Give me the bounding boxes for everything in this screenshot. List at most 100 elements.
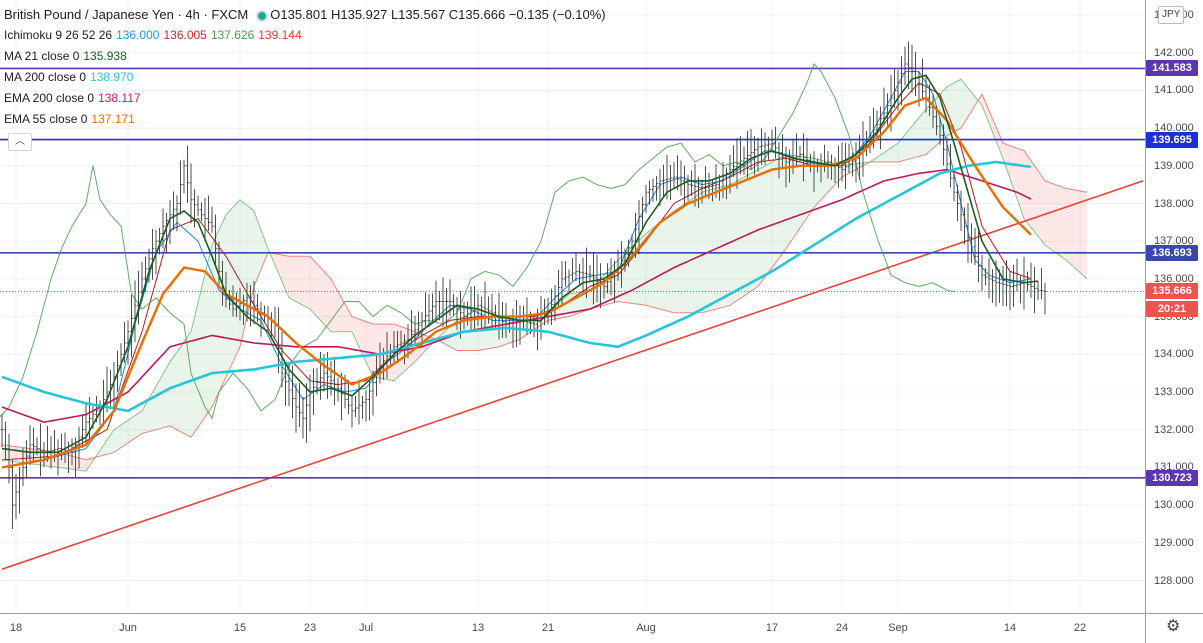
indicator-row[interactable]: Ichimoku 9 26 52 26 136.000 136.005 137.626… [4, 25, 610, 46]
ema55-line [1, 96, 1032, 469]
price-bar [697, 176, 700, 209]
moving-averages [1, 74, 1039, 469]
price-bar [137, 270, 140, 325]
price-bar [973, 228, 977, 265]
price-bar [368, 380, 371, 421]
price-tick-label: 136.000 [1154, 272, 1194, 285]
currency-button[interactable]: JPY [1158, 6, 1185, 24]
price-bar [886, 93, 889, 126]
time-tick-label: Jun [119, 622, 137, 634]
time-tick-label: 17 [765, 622, 779, 634]
price-bar [1036, 280, 1040, 301]
price-bar [676, 155, 679, 190]
ema200-line [1, 168, 1032, 424]
price-bar [147, 248, 151, 283]
price-bar [490, 293, 494, 331]
price-bar [623, 248, 627, 272]
market-status-icon [258, 11, 267, 20]
time-tick-label: 21 [541, 622, 555, 634]
indicator-value: 137.171 [91, 112, 135, 126]
price-bar [130, 295, 133, 358]
price-bar [641, 196, 644, 230]
price-bar [721, 162, 725, 198]
price-tick-label: 142.000 [1154, 46, 1194, 59]
price-bar [501, 301, 504, 338]
indicator-row[interactable]: EMA 200 close 0 138.117 [4, 88, 610, 109]
chikou-line [0, 63, 955, 420]
price-bar [466, 301, 469, 326]
price-bar [994, 260, 998, 307]
price-bar [371, 370, 375, 416]
price-bar [987, 258, 991, 299]
price-bar [966, 203, 970, 263]
price-bar [735, 138, 739, 189]
price-bar [756, 137, 760, 172]
price-bar [459, 291, 462, 339]
gear-icon[interactable]: ⚙ [1166, 618, 1181, 635]
price-bar [1012, 264, 1015, 307]
price-bar [21, 448, 25, 486]
price-bar [903, 46, 907, 86]
price-bar [11, 460, 14, 529]
price-bar [259, 301, 263, 337]
price-bar [340, 372, 343, 421]
chart-legend: British Pound / Japanese Yen · 4h · FXCM… [4, 4, 610, 130]
price-bar [742, 146, 746, 175]
price-bar [200, 202, 203, 221]
price-chart[interactable] [0, 0, 1145, 613]
time-tick-label: Jul [358, 622, 374, 634]
price-bar [1001, 266, 1005, 306]
time-tick-label: 23 [303, 622, 317, 634]
indicator-value: 137.626 [210, 28, 255, 42]
indicator-row[interactable]: MA 200 close 0 138.970 [4, 67, 610, 88]
price-bar [959, 191, 963, 232]
price-bar [441, 277, 445, 327]
price-bar [182, 159, 186, 194]
level-price-badge: 139.695 [1146, 131, 1198, 148]
price-tick-label: 129.000 [1154, 536, 1194, 549]
price-bar [749, 128, 753, 170]
indicator-row[interactable]: EMA 55 close 0 137.171 [4, 109, 610, 130]
price-bar [564, 261, 567, 287]
price-bar [179, 160, 182, 215]
price-bar [907, 41, 910, 89]
level-price-badge: 141.583 [1146, 60, 1198, 77]
price-tick-label: 140.000 [1154, 122, 1194, 135]
price-bar [186, 145, 189, 203]
price-bar [627, 239, 630, 267]
price-bar [879, 106, 882, 150]
price-bar [949, 144, 952, 188]
price-bar [809, 154, 812, 173]
symbol-title: British Pound / Japanese Yen · 4h · FXCM [4, 7, 249, 22]
axis-corner [1145, 613, 1203, 643]
price-axis[interactable]: 143.000142.000141.000140.000139.000138.0… [1145, 0, 1203, 613]
price-bar [910, 44, 914, 93]
price-bar [193, 189, 196, 228]
price-bar [431, 293, 434, 322]
time-tick-label: Sep [888, 622, 908, 634]
price-bar [1029, 262, 1033, 298]
ohlc-values: O135.801 H135.927 L135.567 C135.666 −0.1… [270, 7, 606, 22]
time-axis[interactable]: 18 Jun 15 23 Jul 13 21 Aug 17 24 Sep 14 22 [0, 613, 1145, 643]
price-bar [1043, 282, 1047, 315]
price-bar [956, 184, 959, 222]
time-tick-label: 13 [471, 622, 485, 634]
price-bar [487, 296, 490, 324]
price-bar [746, 130, 749, 179]
price-bar [1015, 258, 1019, 292]
price-bar [151, 228, 154, 280]
price-bar [438, 291, 441, 321]
price-tick-label: 133.000 [1154, 386, 1194, 398]
price-bar [980, 254, 984, 291]
price-bar [256, 294, 259, 323]
level-price-badge: 136.693 [1146, 244, 1198, 261]
price-bar [175, 195, 179, 232]
price-bar [354, 395, 357, 417]
collapse-legend-button[interactable]: ︿ [8, 133, 32, 151]
price-bar [1040, 267, 1043, 300]
price-bar [420, 312, 424, 346]
price-bar [844, 142, 847, 190]
indicator-row[interactable]: MA 21 close 0 135.938 [4, 46, 610, 67]
price-bar [301, 396, 305, 439]
trendline [1, 180, 1144, 570]
